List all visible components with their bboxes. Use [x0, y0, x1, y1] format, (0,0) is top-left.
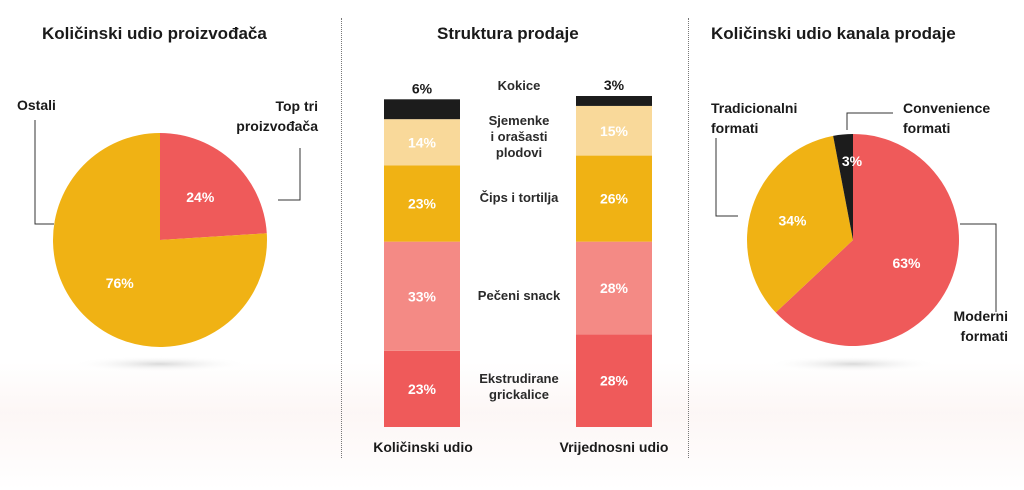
bar-kolicinski-value-label-1: 33%	[408, 288, 437, 304]
pie2-ext-label-trad-1: Tradicionalni	[711, 100, 797, 116]
divider-left	[341, 18, 342, 458]
bar-vrijednosni-segment-1	[576, 241, 652, 335]
series-label-4-line-0: Kokice	[498, 78, 541, 93]
background-blur	[0, 362, 1024, 490]
series-label-3-line-1: i orašasti	[490, 129, 547, 144]
pie2-slice-moderni	[775, 134, 959, 346]
series-label-2-line-0: Čips i tortilja	[480, 190, 560, 205]
bar-vrijednosni-value-label-3: 15%	[600, 123, 629, 139]
pie1-ext-label-top-2: proizvođača	[236, 118, 318, 134]
series-label-1-line-0: Pečeni snack	[478, 288, 561, 303]
bar-vrijednosni-value-label-0: 28%	[600, 373, 629, 389]
pie1-shadow	[72, 356, 248, 372]
bar-vrijednosni-segment-2	[576, 155, 652, 242]
bar-kolicinski-value-label-3: 14%	[408, 134, 437, 150]
series-label-0-line-1: grickalice	[489, 387, 549, 402]
pie1-leader-top	[278, 148, 301, 201]
pie2-value-label-tradicionalni: 34%	[778, 212, 807, 228]
pie2-slice-tradicionalni	[747, 135, 853, 313]
pie1-ext-label-ostali: Ostali	[17, 97, 56, 113]
bar-chart-title: Struktura prodaje	[437, 24, 579, 43]
pie2-leader-conv	[846, 112, 893, 130]
pie1-leader-ostali	[34, 120, 54, 225]
series-label-3-line-2: plodovi	[496, 145, 542, 160]
pie1-value-label-top-tri: 24%	[186, 189, 215, 205]
pie2-ext-label-conv-2: formati	[903, 120, 950, 136]
series-label-0-line-0: Ekstrudirane	[479, 371, 558, 386]
bar-kolicinski-segment-2	[384, 165, 460, 242]
stacked-bars: 23% 33% 23% 14% 6% 28% 28% 26% 15% 3% Ekstrudirane…	[384, 77, 652, 427]
bar-kolicinski-segment-0	[384, 350, 460, 427]
bar-kolicinski-segment-1	[384, 241, 460, 351]
bar-vrijednosni-value-label-2: 26%	[600, 191, 629, 207]
pie2-leader-mod	[960, 223, 997, 312]
divider-right	[688, 18, 689, 458]
pie2-title: Količinski udio kanala prodaje	[711, 24, 956, 43]
bar-vrijednosni-value-label-1: 28%	[600, 280, 629, 296]
pie1: 24% 76%	[52, 133, 267, 347]
pie2-value-label-moderni: 63%	[892, 255, 921, 271]
pie2-ext-label-mod-1: Moderni	[954, 308, 1008, 324]
pie2: 63% 34% 3%	[747, 134, 959, 346]
bar-vrijednosni-segment-0	[576, 334, 652, 427]
pie2-leader-trad	[715, 138, 738, 217]
pie2-slice-convenience	[833, 134, 853, 240]
pie2-ext-label-mod-2: formati	[961, 328, 1008, 344]
pie2-ext-label-trad-2: formati	[711, 120, 758, 136]
bar-kolicinski-segment-4	[384, 99, 460, 120]
series-label-3-line-0: Sjemenke	[489, 113, 550, 128]
bar-kolicinski-value-label-4: 6%	[412, 80, 433, 96]
pie1-title: Količinski udio proizvođača	[42, 24, 267, 43]
bar-category-2-label: Vrijednosni udio	[560, 439, 669, 455]
bar-vrijednosni-value-label-4: 3%	[604, 77, 625, 93]
bar-vrijednosni-segment-4	[576, 96, 652, 106]
pie1-slice-ostali	[52, 133, 267, 347]
bar-kolicinski-value-label-2: 23%	[408, 196, 437, 212]
bar-category-1-label: Količinski udio	[373, 439, 473, 455]
pie1-ext-label-top-1: Top tri	[275, 98, 318, 114]
pie1-value-label-ostali: 76%	[106, 275, 135, 291]
pie2-ext-label-conv-1: Convenience	[903, 100, 990, 116]
bar-kolicinski-segment-3	[384, 119, 460, 166]
pie2-shadow	[768, 356, 938, 372]
bar-kolicinski-value-label-0: 23%	[408, 381, 437, 397]
pie1-slice-top-tri	[160, 133, 267, 240]
pie2-value-label-convenience: 3%	[842, 153, 863, 169]
bar-vrijednosni-segment-3	[576, 105, 652, 156]
